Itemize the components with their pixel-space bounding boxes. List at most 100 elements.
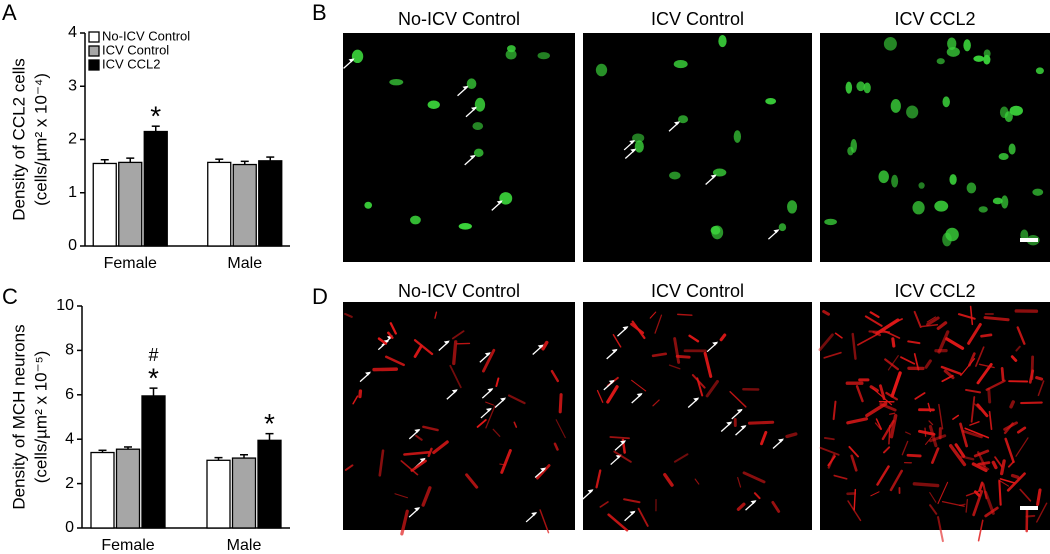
bar <box>92 162 117 247</box>
cell <box>632 133 645 143</box>
fiber <box>760 430 768 446</box>
fiber <box>887 355 899 371</box>
cell <box>712 168 727 177</box>
arrow-head <box>419 457 426 462</box>
fiber <box>623 498 641 504</box>
cell <box>1008 143 1016 155</box>
fiber <box>422 425 439 432</box>
fiber <box>663 472 674 487</box>
fiber <box>394 493 409 499</box>
cell <box>878 170 889 184</box>
cell <box>718 34 727 48</box>
fiber <box>884 358 899 371</box>
cell <box>1009 105 1023 116</box>
fiber <box>1015 437 1029 457</box>
fiber <box>818 333 834 352</box>
fiber <box>924 427 927 437</box>
cell <box>673 59 688 69</box>
fiber <box>823 351 842 359</box>
fiber <box>421 486 432 507</box>
fiber <box>977 519 984 542</box>
cell <box>998 152 1009 160</box>
fiber <box>753 492 761 500</box>
arrow-head <box>736 408 743 413</box>
fiber <box>558 393 563 414</box>
fiber <box>673 337 681 364</box>
fiber <box>969 421 980 426</box>
fiber <box>889 413 898 439</box>
fiber <box>694 478 700 485</box>
fiber <box>927 402 932 413</box>
legend-label: No-ICV Control <box>102 28 190 43</box>
cell <box>507 45 516 53</box>
fiber <box>907 340 921 345</box>
fiber <box>865 402 888 418</box>
y-tick-label: 3 <box>68 77 77 94</box>
fiber <box>403 450 430 456</box>
arrow-head <box>773 229 780 234</box>
fiber <box>964 427 990 439</box>
cell <box>847 146 854 156</box>
panel-label: C <box>2 284 18 309</box>
cell <box>863 82 871 94</box>
fiber <box>901 440 909 456</box>
bar <box>143 130 168 247</box>
fiber <box>476 418 487 428</box>
cell <box>505 49 517 60</box>
fiber <box>926 316 940 327</box>
micrograph-bg <box>343 33 575 262</box>
fiber <box>649 311 657 319</box>
fiber <box>980 333 993 338</box>
fiber <box>1004 437 1015 464</box>
fiber <box>452 340 458 366</box>
x-tick-label: Female <box>104 255 157 272</box>
arrow-head <box>587 489 594 494</box>
fiber <box>1037 380 1045 397</box>
fiber <box>851 332 857 360</box>
fiber <box>906 453 922 458</box>
fiber <box>675 354 691 359</box>
fiber <box>1015 345 1021 352</box>
fiber <box>912 482 940 488</box>
fiber <box>654 314 663 334</box>
fiber <box>938 403 944 430</box>
fiber <box>855 385 864 403</box>
fiber <box>876 465 890 486</box>
cell <box>677 115 689 124</box>
fiber <box>889 318 903 326</box>
fiber <box>631 320 646 340</box>
fiber <box>703 351 713 378</box>
arrow-head <box>414 507 421 512</box>
panel-label: B <box>312 0 327 25</box>
arrow-head <box>414 428 421 433</box>
fiber <box>846 417 869 425</box>
legend-swatch <box>88 31 100 43</box>
cell <box>595 63 608 77</box>
bar <box>258 160 283 247</box>
fiber <box>668 364 681 370</box>
fiber <box>513 421 518 428</box>
cell <box>787 200 798 214</box>
arrow-head <box>629 139 636 144</box>
fiber <box>827 453 836 469</box>
cell <box>912 201 925 215</box>
fiber <box>413 344 423 358</box>
cell <box>473 148 484 158</box>
fiber <box>848 445 859 458</box>
fiber <box>999 478 1016 484</box>
cell <box>458 222 472 230</box>
arrow-head <box>611 348 618 353</box>
arrow-head <box>674 121 681 126</box>
fiber <box>937 481 949 505</box>
cell <box>1035 67 1044 75</box>
fiber <box>881 419 895 441</box>
fiber <box>1019 488 1032 502</box>
fiber <box>937 330 950 354</box>
fiber <box>742 471 766 484</box>
bar <box>257 439 282 529</box>
bar <box>118 161 143 247</box>
fiber <box>344 464 354 471</box>
fiber <box>998 480 1002 506</box>
fiber <box>973 403 981 411</box>
fiber <box>596 389 604 403</box>
